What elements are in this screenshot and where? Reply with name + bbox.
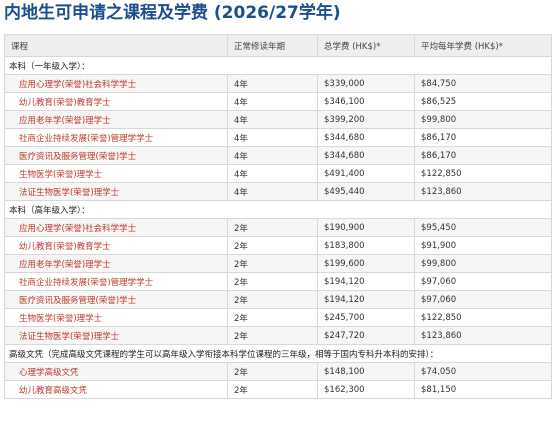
header-annual-fee: 平均每年学费 (HK$)* <box>414 34 552 57</box>
course-link[interactable]: 应用老年学(荣誉)理学士 <box>4 110 228 129</box>
total-fee-cell: $194,120 <box>317 290 415 309</box>
section-label: 本科（高年级入学）： <box>4 200 552 219</box>
total-fee-cell: $148,100 <box>317 362 415 381</box>
annual-fee-cell: $99,800 <box>414 110 552 129</box>
duration-cell: 2年 <box>227 254 318 273</box>
annual-fee-cell: $99,800 <box>414 254 552 273</box>
table-row: 应用老年学(荣誉)理学士 4年 $399,200 $99,800 <box>4 110 552 129</box>
section-label: 本科（一年级入学）： <box>4 56 552 75</box>
section-row: 本科（高年级入学）： <box>4 200 552 219</box>
table-row: 幼儿教育(荣誉)教育学士 2年 $183,800 $91,900 <box>4 236 552 255</box>
fees-table: 课程 正常修读年期 总学费 (HK$)* 平均每年学费 (HK$)* 本科（一年… <box>4 34 552 399</box>
course-link[interactable]: 法证生物医学(荣誉)理学士 <box>4 182 228 201</box>
course-link[interactable]: 应用心理学(荣誉)社会科学学士 <box>4 74 228 93</box>
course-link[interactable]: 心理学高级文凭 <box>4 362 228 381</box>
duration-cell: 4年 <box>227 164 318 183</box>
course-link[interactable]: 应用心理学(荣誉)社会科学学士 <box>4 218 228 237</box>
duration-cell: 4年 <box>227 74 318 93</box>
annual-fee-cell: $122,850 <box>414 164 552 183</box>
total-fee-cell: $339,000 <box>317 74 415 93</box>
table-row: 生物医学(荣誉)理学士 4年 $491,400 $122,850 <box>4 164 552 183</box>
header-total-fee: 总学费 (HK$)* <box>317 34 415 57</box>
annual-fee-cell: $74,050 <box>414 362 552 381</box>
total-fee-cell: $495,440 <box>317 182 415 201</box>
total-fee-cell: $346,100 <box>317 92 415 111</box>
duration-cell: 2年 <box>227 308 318 327</box>
duration-cell: 4年 <box>227 146 318 165</box>
table-row: 应用老年学(荣誉)理学士 2年 $199,600 $99,800 <box>4 254 552 273</box>
total-fee-cell: $162,300 <box>317 380 415 399</box>
annual-fee-cell: $122,850 <box>414 308 552 327</box>
table-row: 应用心理学(荣誉)社会科学学士 2年 $190,900 $95,450 <box>4 218 552 237</box>
total-fee-cell: $199,600 <box>317 254 415 273</box>
course-link[interactable]: 幼儿教育(荣誉)教育学士 <box>4 236 228 255</box>
duration-cell: 4年 <box>227 128 318 147</box>
course-link[interactable]: 法证生物医学(荣誉)理学士 <box>4 326 228 345</box>
table-row: 社商企业持续发展(荣誉)管理学学士 4年 $344,680 $86,170 <box>4 128 552 147</box>
annual-fee-cell: $123,860 <box>414 326 552 345</box>
section-row: 本科（一年级入学）： <box>4 56 552 75</box>
duration-cell: 2年 <box>227 326 318 345</box>
table-row: 幼儿教育(荣誉)教育学士 4年 $346,100 $86,525 <box>4 92 552 111</box>
header-duration: 正常修读年期 <box>227 34 318 57</box>
annual-fee-cell: $86,170 <box>414 146 552 165</box>
total-fee-cell: $194,120 <box>317 272 415 291</box>
section-label: 高级文凭（完成高级文凭课程的学生可以高年级入学衔接本科学位课程的三年级，相等于国… <box>4 344 552 363</box>
duration-cell: 2年 <box>227 290 318 309</box>
duration-cell: 2年 <box>227 380 318 399</box>
course-link[interactable]: 生物医学(荣誉)理学士 <box>4 308 228 327</box>
header-course: 课程 <box>4 34 228 57</box>
table-row: 法证生物医学(荣誉)理学士 4年 $495,440 $123,860 <box>4 182 552 201</box>
table-row: 医疗资讯及服务管理(荣誉)学士 4年 $344,680 $86,170 <box>4 146 552 165</box>
annual-fee-cell: $123,860 <box>414 182 552 201</box>
course-link[interactable]: 社商企业持续发展(荣誉)管理学学士 <box>4 128 228 147</box>
duration-cell: 4年 <box>227 92 318 111</box>
course-link[interactable]: 社商企业持续发展(荣誉)管理学学士 <box>4 272 228 291</box>
annual-fee-cell: $97,060 <box>414 272 552 291</box>
total-fee-cell: $344,680 <box>317 146 415 165</box>
section-row: 高级文凭（完成高级文凭课程的学生可以高年级入学衔接本科学位课程的三年级，相等于国… <box>4 344 552 363</box>
annual-fee-cell: $86,525 <box>414 92 552 111</box>
course-link[interactable]: 医疗资讯及服务管理(荣誉)学士 <box>4 146 228 165</box>
fees-table-body: 本科（一年级入学）： 应用心理学(荣誉)社会科学学士 4年 $339,000 $84,7… <box>4 56 552 399</box>
course-link[interactable]: 应用老年学(荣誉)理学士 <box>4 254 228 273</box>
total-fee-cell: $247,720 <box>317 326 415 345</box>
annual-fee-cell: $86,170 <box>414 128 552 147</box>
total-fee-cell: $344,680 <box>317 128 415 147</box>
annual-fee-cell: $84,750 <box>414 74 552 93</box>
duration-cell: 4年 <box>227 110 318 129</box>
total-fee-cell: $183,800 <box>317 236 415 255</box>
table-row: 法证生物医学(荣誉)理学士 2年 $247,720 $123,860 <box>4 326 552 345</box>
table-row: 医疗资讯及服务管理(荣誉)学士 2年 $194,120 $97,060 <box>4 290 552 309</box>
total-fee-cell: $491,400 <box>317 164 415 183</box>
course-link[interactable]: 医疗资讯及服务管理(荣誉)学士 <box>4 290 228 309</box>
course-link[interactable]: 幼儿教育高级文凭 <box>4 380 228 399</box>
duration-cell: 2年 <box>227 362 318 381</box>
duration-cell: 2年 <box>227 218 318 237</box>
total-fee-cell: $190,900 <box>317 218 415 237</box>
annual-fee-cell: $97,060 <box>414 290 552 309</box>
annual-fee-cell: $95,450 <box>414 218 552 237</box>
table-row: 心理学高级文凭 2年 $148,100 $74,050 <box>4 362 552 381</box>
duration-cell: 2年 <box>227 236 318 255</box>
course-link[interactable]: 生物医学(荣誉)理学士 <box>4 164 228 183</box>
total-fee-cell: $399,200 <box>317 110 415 129</box>
duration-cell: 4年 <box>227 182 318 201</box>
page-title: 内地生可申请之课程及学费 (2026/27学年) <box>4 3 341 23</box>
table-row: 幼儿教育高级文凭 2年 $162,300 $81,150 <box>4 380 552 399</box>
table-header-row: 课程 正常修读年期 总学费 (HK$)* 平均每年学费 (HK$)* <box>4 34 552 57</box>
table-row: 生物医学(荣誉)理学士 2年 $245,700 $122,850 <box>4 308 552 327</box>
table-row: 应用心理学(荣誉)社会科学学士 4年 $339,000 $84,750 <box>4 74 552 93</box>
annual-fee-cell: $91,900 <box>414 236 552 255</box>
table-row: 社商企业持续发展(荣誉)管理学学士 2年 $194,120 $97,060 <box>4 272 552 291</box>
duration-cell: 2年 <box>227 272 318 291</box>
annual-fee-cell: $81,150 <box>414 380 552 399</box>
total-fee-cell: $245,700 <box>317 308 415 327</box>
course-link[interactable]: 幼儿教育(荣誉)教育学士 <box>4 92 228 111</box>
